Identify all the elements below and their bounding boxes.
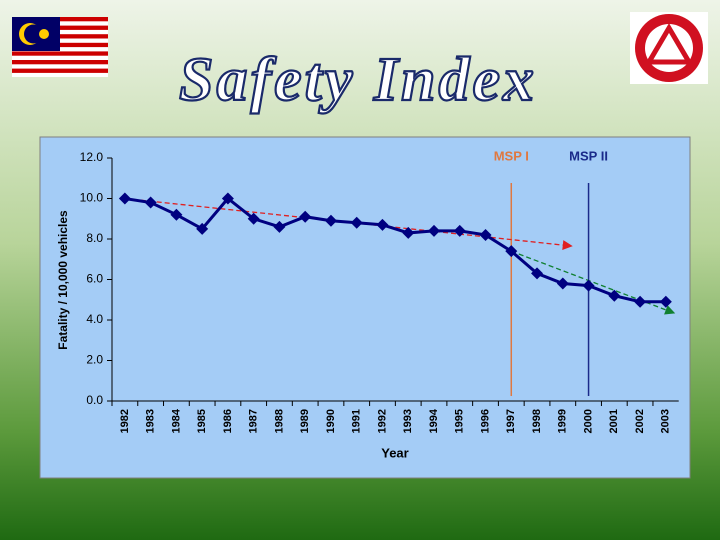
x-tick-label: 1992 [376, 409, 388, 433]
milestone-label: MSP I [494, 148, 529, 163]
trend-arrow [562, 240, 573, 251]
data-point [402, 226, 415, 239]
logo [630, 12, 708, 84]
data-point [350, 216, 363, 229]
x-tick-label: 1999 [557, 409, 569, 433]
trend-arrow [664, 305, 676, 315]
x-tick-label: 2002 [634, 409, 646, 433]
y-tick-label: 8.0 [86, 231, 103, 245]
data-point [196, 222, 209, 235]
x-tick-label: 1983 [145, 409, 157, 433]
data-point [247, 212, 260, 225]
y-axis-label: Fatality / 10,000 vehicles [56, 210, 70, 350]
x-axis-label: Year [381, 445, 408, 460]
data-point [118, 192, 131, 205]
x-tick-label: 1991 [351, 409, 363, 433]
data-point [170, 208, 183, 221]
x-tick-label: 1996 [479, 409, 491, 433]
x-tick-label: 1990 [325, 409, 337, 433]
data-point [479, 228, 492, 241]
data-point [556, 277, 569, 290]
data-point [634, 295, 647, 308]
y-tick-label: 12.0 [80, 150, 104, 164]
x-tick-label: 1989 [299, 409, 311, 433]
data-point [428, 224, 440, 237]
data-point [505, 245, 518, 258]
data-point [221, 192, 234, 205]
x-tick-label: 1988 [273, 409, 285, 433]
data-point [582, 279, 595, 292]
data-point [608, 289, 621, 302]
data-point [273, 220, 286, 233]
y-tick-label: 10.0 [80, 191, 104, 205]
y-tick-label: 0.0 [86, 393, 103, 407]
x-tick-label: 2000 [582, 409, 594, 433]
y-tick-label: 6.0 [86, 272, 103, 286]
x-tick-label: 1993 [402, 409, 414, 433]
y-tick-label: 2.0 [86, 353, 103, 367]
x-tick-label: 1997 [505, 409, 517, 433]
data-point [376, 218, 389, 231]
data-point [324, 214, 337, 227]
data-point [453, 224, 466, 237]
x-tick-label: 1994 [428, 408, 440, 433]
milestone-label: MSP II [569, 148, 608, 163]
series-line [124, 196, 666, 304]
x-tick-label: 1986 [222, 409, 234, 433]
chart-area [39, 136, 691, 479]
data-point [659, 295, 672, 308]
data-point [531, 267, 544, 280]
data-point [299, 210, 312, 223]
x-tick-label: 1984 [170, 408, 182, 433]
x-tick-label: 2003 [660, 409, 672, 433]
x-tick-label: 1985 [196, 409, 208, 433]
slide-title: Safety Index [179, 46, 537, 114]
flag [12, 17, 108, 77]
x-tick-label: 1987 [248, 409, 260, 433]
x-tick-label: 1982 [119, 409, 131, 433]
data-point [144, 196, 157, 209]
y-tick-label: 4.0 [86, 312, 103, 326]
x-tick-label: 1998 [531, 409, 543, 433]
x-tick-label: 1995 [454, 409, 466, 433]
x-tick-label: 2001 [608, 409, 620, 433]
